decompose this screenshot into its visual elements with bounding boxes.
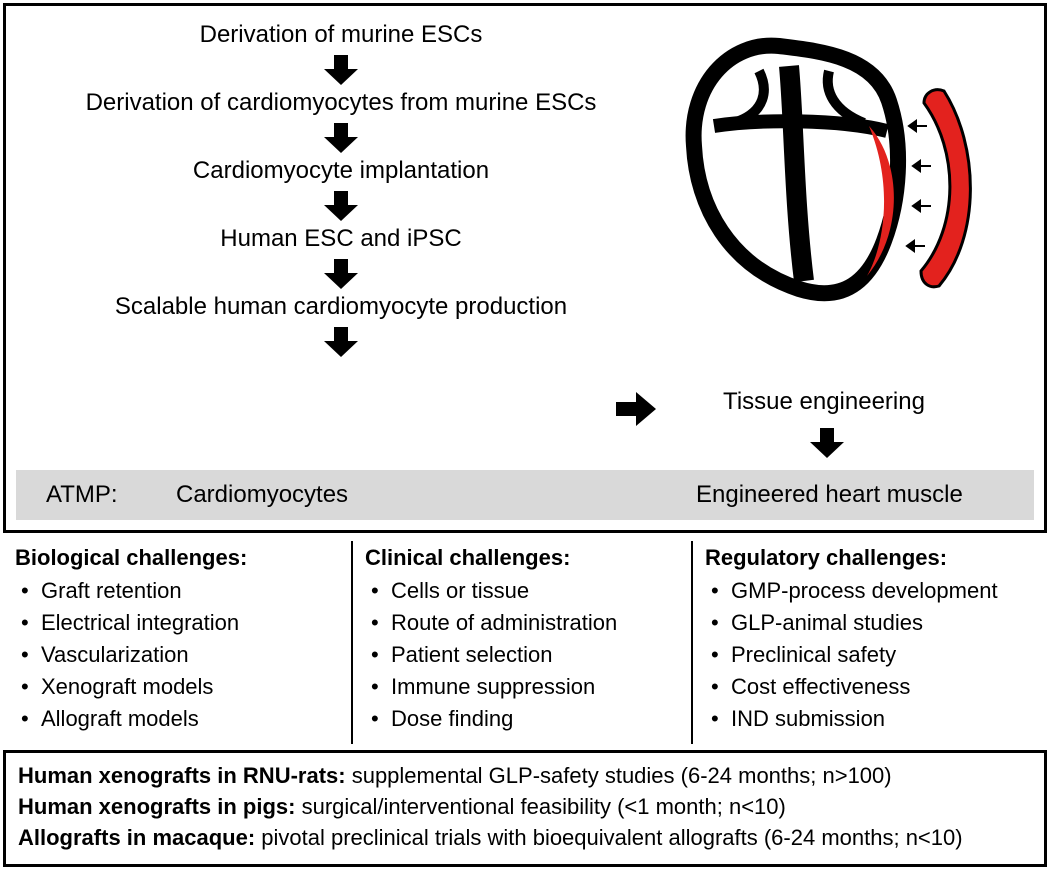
bottom-bold: Allografts in macaque: xyxy=(18,825,255,850)
list-item: Dose finding xyxy=(365,703,679,735)
flow-column: Derivation of murine ESCs Derivation of … xyxy=(31,21,651,361)
heart-illustration xyxy=(669,31,999,311)
bottom-rest: pivotal preclinical trials with bioequiv… xyxy=(255,825,962,850)
arrow-down-icon xyxy=(324,191,358,221)
flow-step-1: Derivation of murine ESCs xyxy=(200,21,483,49)
arrow-down-icon xyxy=(810,428,844,458)
biological-challenges: Biological challenges: Graft retention E… xyxy=(3,541,353,744)
list-item: Cells or tissue xyxy=(365,575,679,607)
arrow-right-icon xyxy=(616,392,656,426)
bottom-panel: Human xenografts in RNU-rats: supplement… xyxy=(3,750,1047,866)
atmp-bar: ATMP: Cardiomyocytes Engineered heart mu… xyxy=(16,470,1034,520)
arrow-down-icon xyxy=(324,259,358,289)
list-item: GMP-process development xyxy=(705,575,1035,607)
bottom-bold: Human xenografts in RNU-rats: xyxy=(18,763,346,788)
flow-step-4: Human ESC and iPSC xyxy=(220,225,461,253)
bottom-bold: Human xenografts in pigs: xyxy=(18,794,295,819)
flow-step-3: Cardiomyocyte implantation xyxy=(193,157,489,185)
challenges-list: Cells or tissue Route of administration … xyxy=(365,575,679,734)
clinical-challenges: Clinical challenges: Cells or tissue Rou… xyxy=(353,541,693,744)
challenges-row: Biological challenges: Graft retention E… xyxy=(3,541,1047,744)
challenges-title: Biological challenges: xyxy=(15,545,339,571)
bottom-rest: surgical/interventional feasibility (<1 … xyxy=(295,794,785,819)
arrow-down-icon xyxy=(324,55,358,85)
challenges-list: GMP-process development GLP-animal studi… xyxy=(705,575,1035,734)
atmp-ehm: Engineered heart muscle xyxy=(576,481,1034,509)
list-item: Allograft models xyxy=(15,703,339,735)
list-item: Vascularization xyxy=(15,639,339,671)
atmp-cardiomyocytes: Cardiomyocytes xyxy=(176,481,576,509)
list-item: IND submission xyxy=(705,703,1035,735)
challenges-title: Clinical challenges: xyxy=(365,545,679,571)
list-item: Electrical integration xyxy=(15,607,339,639)
atmp-label: ATMP: xyxy=(16,481,176,509)
flow-step-2: Derivation of cardiomyocytes from murine… xyxy=(86,89,597,117)
flow-step-5: Scalable human cardiomyocyte production xyxy=(115,293,567,321)
challenges-title: Regulatory challenges: xyxy=(705,545,1035,571)
arrow-down-icon xyxy=(324,327,358,357)
challenges-list: Graft retention Electrical integration V… xyxy=(15,575,339,734)
list-item: Cost effectiveness xyxy=(705,671,1035,703)
bottom-line-3: Allografts in macaque: pivotal preclinic… xyxy=(18,823,1032,854)
list-item: Preclinical safety xyxy=(705,639,1035,671)
list-item: Xenograft models xyxy=(15,671,339,703)
list-item: Graft retention xyxy=(15,575,339,607)
list-item: GLP-animal studies xyxy=(705,607,1035,639)
bottom-line-1: Human xenografts in RNU-rats: supplement… xyxy=(18,761,1032,792)
list-item: Immune suppression xyxy=(365,671,679,703)
top-flow-panel: Derivation of murine ESCs Derivation of … xyxy=(3,3,1047,533)
regulatory-challenges: Regulatory challenges: GMP-process devel… xyxy=(693,541,1047,744)
list-item: Patient selection xyxy=(365,639,679,671)
bottom-line-2: Human xenografts in pigs: surgical/inter… xyxy=(18,792,1032,823)
arrow-down-icon xyxy=(324,123,358,153)
bottom-rest: supplemental GLP-safety studies (6-24 mo… xyxy=(346,763,892,788)
list-item: Route of administration xyxy=(365,607,679,639)
tissue-engineering-label: Tissue engineering xyxy=(694,388,954,416)
